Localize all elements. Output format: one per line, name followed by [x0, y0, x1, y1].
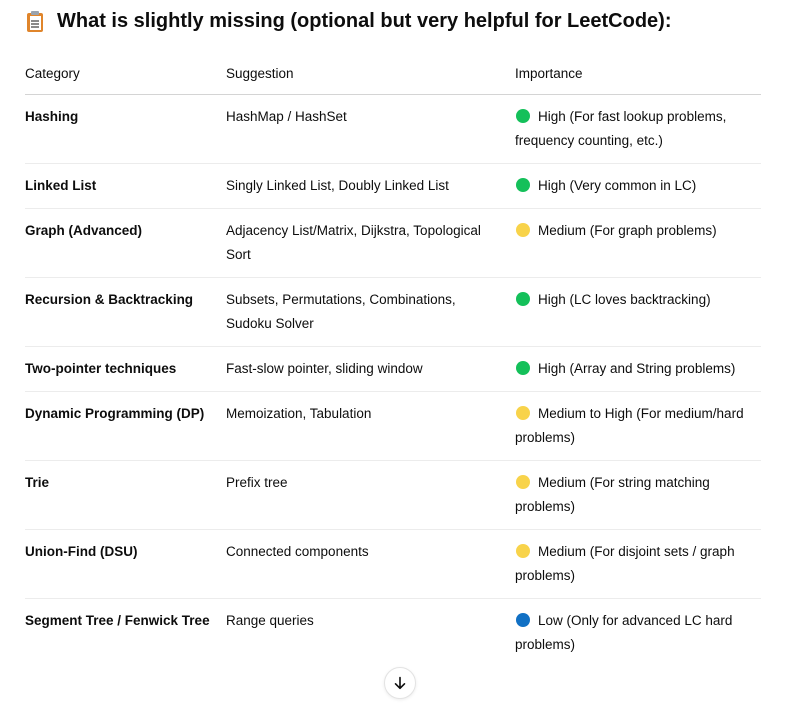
importance-text: Medium to High (For medium/hard problems…	[515, 406, 744, 445]
cell-category: Trie	[25, 460, 226, 530]
table-row: Segment Tree / Fenwick Tree Range queries…	[25, 599, 761, 668]
importance-text: High (LC loves backtracking)	[538, 292, 711, 307]
cell-suggestion: Range queries	[226, 613, 314, 628]
cell-suggestion: Adjacency List/Matrix, Dijkstra, Topolog…	[226, 208, 515, 278]
table-body: Hashing HashMap / HashSet High (For fast l…	[25, 94, 761, 668]
cell-importance: Medium (For string matching problems)	[515, 460, 761, 530]
green-circle-icon	[516, 178, 530, 192]
table-row: Dynamic Programming (DP) Memoization, Tab…	[25, 391, 761, 461]
cell-importance: High (Very common in LC)	[515, 163, 761, 209]
missing-topics-table: Category Suggestion Importance Hashing Ha…	[25, 58, 761, 667]
table-row: Union-Find (DSU) Connected components Medi…	[25, 529, 761, 599]
table-row: Hashing HashMap / HashSet High (For fast l…	[25, 94, 761, 164]
cell-suggestion: Memoization, Tabulation	[226, 391, 515, 461]
header-importance: Importance	[515, 58, 761, 95]
clipboard-icon	[26, 11, 44, 32]
yellow-circle-icon	[516, 544, 530, 558]
importance-text: Medium (For graph problems)	[538, 223, 717, 238]
cell-importance: Low (Only for advanced LC hard problems)	[515, 599, 761, 668]
cell-category: Recursion & Backtracking	[25, 277, 226, 347]
importance-text: High (Very common in LC)	[538, 178, 697, 193]
heading-text: What is slightly missing (optional but v…	[57, 10, 672, 32]
cell-importance: Medium (For disjoint sets / graph proble…	[515, 529, 761, 599]
table-row: Linked List Singly Linked List, Doubly Li…	[25, 163, 761, 209]
table-row: Two-pointer techniques Fast-slow pointer,…	[25, 346, 761, 392]
cell-category: Union-Find (DSU)	[25, 529, 226, 599]
green-circle-icon	[516, 361, 530, 375]
table-row: Recursion & Backtracking Subsets, Permuta…	[25, 277, 761, 347]
arrow-down-icon	[394, 676, 406, 690]
importance-text: Medium (For string matching problems)	[515, 475, 710, 514]
cell-suggestion: Fast-slow pointer, sliding window	[226, 346, 515, 392]
section-heading: What is slightly missing (optional but v…	[26, 10, 671, 33]
cell-category: Dynamic Programming (DP)	[25, 391, 226, 461]
yellow-circle-icon	[516, 406, 530, 420]
cell-importance: High (Array and String problems)	[515, 346, 761, 392]
importance-text: High (Array and String problems)	[538, 361, 736, 376]
cell-suggestion: Connected components	[226, 529, 515, 599]
cell-suggestion: Singly Linked List, Doubly Linked List	[226, 163, 515, 209]
yellow-circle-icon	[516, 223, 530, 237]
cell-category: Segment Tree / Fenwick Tree	[25, 613, 210, 628]
importance-text: Medium (For disjoint sets / graph proble…	[515, 544, 735, 583]
green-circle-icon	[516, 109, 530, 123]
green-circle-icon	[516, 292, 530, 306]
cell-category: Hashing	[25, 94, 226, 164]
importance-text: Low (Only for advanced LC hard problems)	[515, 613, 733, 652]
table-row: Graph (Advanced) Adjacency List/Matrix, D…	[25, 208, 761, 278]
importance-text: High (For fast lookup problems, frequenc…	[515, 109, 727, 148]
cell-category: Graph (Advanced)	[25, 208, 226, 278]
cell-suggestion: Subsets, Permutations, Combinations, Sud…	[226, 277, 515, 347]
cell-category: Linked List	[25, 163, 226, 209]
cell-suggestion: HashMap / HashSet	[226, 94, 515, 164]
blue-circle-icon	[516, 613, 530, 627]
table-header-row: Category Suggestion Importance	[25, 58, 761, 95]
scroll-down-button[interactable]	[384, 667, 416, 699]
cell-importance: High (LC loves backtracking)	[515, 277, 761, 347]
cell-importance: High (For fast lookup problems, frequenc…	[515, 94, 761, 164]
cell-importance: Medium (For graph problems)	[515, 208, 761, 278]
table-row: Trie Prefix tree Medium (For string matchi…	[25, 460, 761, 530]
cell-suggestion: Prefix tree	[226, 460, 515, 530]
header-suggestion: Suggestion	[226, 58, 515, 95]
cell-importance: Medium to High (For medium/hard problems…	[515, 391, 761, 461]
cell-category: Two-pointer techniques	[25, 346, 226, 392]
header-category: Category	[25, 58, 226, 95]
yellow-circle-icon	[516, 475, 530, 489]
